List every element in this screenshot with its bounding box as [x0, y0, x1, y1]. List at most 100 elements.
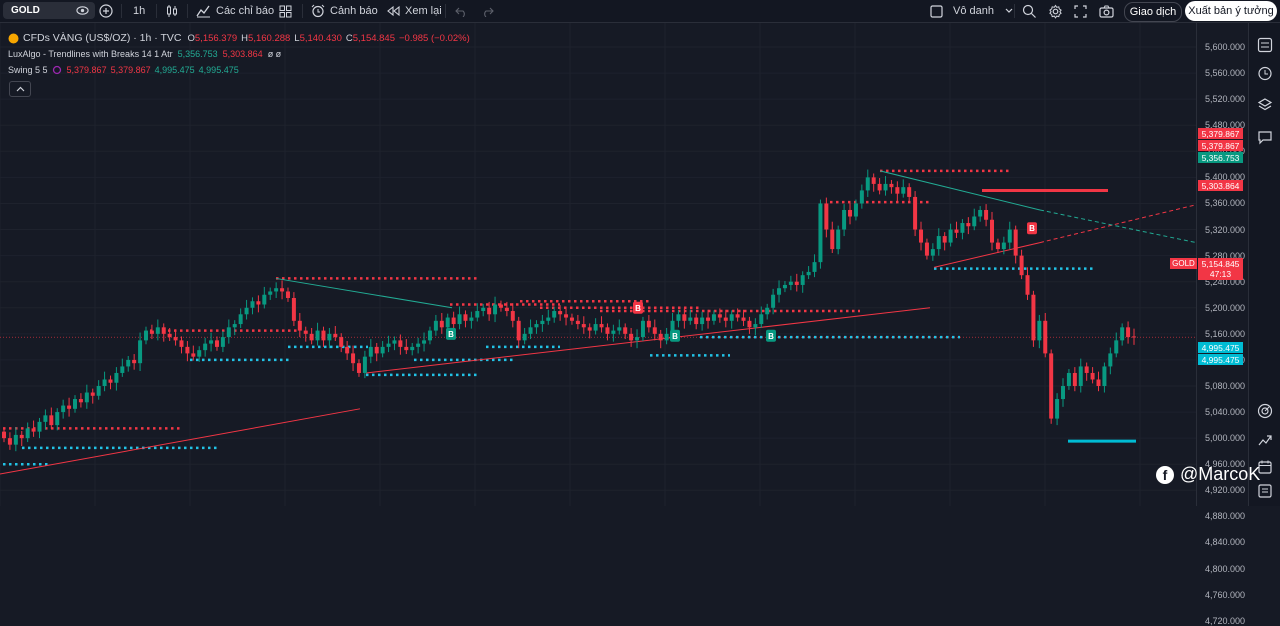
- price-tick: 4,960.000: [1204, 459, 1245, 470]
- break-marker-bull: B: [446, 327, 456, 340]
- price-tick: 5,000.000: [1204, 433, 1245, 444]
- candle: [138, 340, 143, 364]
- indicator-legend-swing[interactable]: Swing 5 5 5,379.867 5,379.867 4,995.475 …: [8, 65, 239, 75]
- candle: [895, 187, 900, 194]
- snapshot-button[interactable]: [1099, 3, 1114, 19]
- svg-text:B: B: [672, 332, 678, 341]
- chat-icon[interactable]: [1257, 129, 1273, 145]
- candle: [1072, 372, 1077, 386]
- layouts-button[interactable]: [279, 3, 292, 19]
- candle: [1031, 294, 1036, 341]
- candle: [232, 324, 237, 328]
- undo-button[interactable]: [455, 3, 468, 19]
- candle: [924, 242, 929, 256]
- candle: [670, 320, 675, 334]
- candle: [889, 183, 894, 188]
- candle: [132, 359, 137, 364]
- candle: [102, 379, 107, 386]
- replay-button[interactable]: Xem lại: [386, 3, 442, 19]
- candle: [1120, 327, 1125, 341]
- candle: [753, 324, 758, 328]
- candle: [735, 314, 740, 318]
- trend-lower-label: 5,303.864: [1198, 180, 1243, 191]
- interval-button[interactable]: 1h: [133, 3, 145, 19]
- candle: [161, 327, 166, 334]
- candle: [268, 291, 273, 295]
- settings-button[interactable]: [1048, 3, 1063, 19]
- swing-high-label: 5,379.867: [1198, 128, 1243, 139]
- collapse-legend-button[interactable]: [9, 81, 31, 97]
- target-icon[interactable]: [1257, 403, 1273, 419]
- publish-label: Xuất bản ý tưởng: [1188, 5, 1274, 17]
- price-tick: 5,320.000: [1204, 224, 1245, 235]
- candle: [1055, 399, 1060, 419]
- plus-circle-icon: [99, 4, 113, 18]
- indicators-button[interactable]: Các chỉ báo: [196, 3, 274, 19]
- candle: [883, 183, 888, 191]
- gold-coin-icon: [8, 33, 19, 43]
- fullscreen-button[interactable]: [1074, 3, 1087, 19]
- eye-icon[interactable]: [76, 4, 89, 20]
- candle: [209, 340, 214, 344]
- watchlist-icon[interactable]: [1257, 37, 1273, 53]
- candle: [13, 434, 18, 445]
- hot-list-icon[interactable]: [1257, 433, 1273, 449]
- news-icon[interactable]: [1257, 483, 1273, 499]
- candle: [1114, 340, 1119, 354]
- candle: [262, 294, 267, 305]
- candle: [747, 320, 752, 328]
- price-tick: 5,520.000: [1204, 94, 1245, 105]
- price-tick: 5,200.000: [1204, 302, 1245, 313]
- symbol-search[interactable]: GOLD: [3, 2, 95, 19]
- candle: [451, 317, 456, 325]
- alerts-button[interactable]: Cảnh báo: [311, 3, 378, 19]
- candle: [280, 288, 285, 292]
- chevron-up-icon: [16, 86, 24, 92]
- candle: [19, 434, 24, 439]
- break-marker-bear: B: [633, 301, 643, 314]
- swing-high-value-2: 5,379.867: [110, 65, 151, 75]
- quick-search-button[interactable]: [1022, 3, 1037, 19]
- redo-icon: [484, 7, 494, 17]
- candle: [410, 346, 415, 351]
- candle: [220, 337, 225, 347]
- candle: [729, 314, 734, 321]
- candle: [664, 333, 669, 341]
- publish-idea-button[interactable]: Xuất bản ý tưởng: [1185, 1, 1277, 21]
- candle: [78, 399, 83, 403]
- candle: [114, 372, 119, 383]
- candle: [510, 311, 515, 321]
- candle: [723, 317, 728, 321]
- break-marker-bear: B: [1027, 222, 1037, 235]
- candle: [1001, 242, 1006, 250]
- candle: [688, 317, 693, 321]
- chart-type-button[interactable]: [165, 3, 179, 19]
- candle: [345, 346, 350, 354]
- candle: [1013, 229, 1018, 256]
- current-price-label: 5,154.845 47:13: [1198, 258, 1243, 280]
- indicator-legend-trendlines[interactable]: LuxAlgo - Trendlines with Breaks 14 1 At…: [8, 49, 281, 59]
- legend-open: 5,156.379: [194, 32, 238, 44]
- calendar-icon[interactable]: [1257, 459, 1273, 475]
- candle: [90, 392, 95, 396]
- square-icon: [930, 4, 943, 18]
- price-chart[interactable]: B B B B B: [0, 23, 1196, 506]
- trendline-support: [0, 408, 361, 475]
- trade-button[interactable]: Giao dịch: [1124, 2, 1182, 22]
- legend-change: −0.985 (−0.02%): [399, 32, 470, 44]
- candle: [516, 320, 521, 341]
- break-marker-bull: B: [670, 329, 680, 342]
- add-symbol-button[interactable]: [99, 3, 113, 19]
- price-tick: 5,560.000: [1204, 68, 1245, 79]
- candle: [487, 307, 492, 315]
- candle: [859, 190, 864, 204]
- candle: [930, 249, 935, 256]
- price-tick: 4,880.000: [1204, 511, 1245, 522]
- redo-button[interactable]: [481, 3, 494, 19]
- layout-select[interactable]: Vô danh: [930, 3, 1014, 19]
- layers-icon[interactable]: [1257, 97, 1273, 113]
- candle: [782, 284, 787, 289]
- candle: [741, 317, 746, 321]
- candle: [256, 301, 261, 305]
- alarm-clock-icon[interactable]: [1257, 65, 1273, 81]
